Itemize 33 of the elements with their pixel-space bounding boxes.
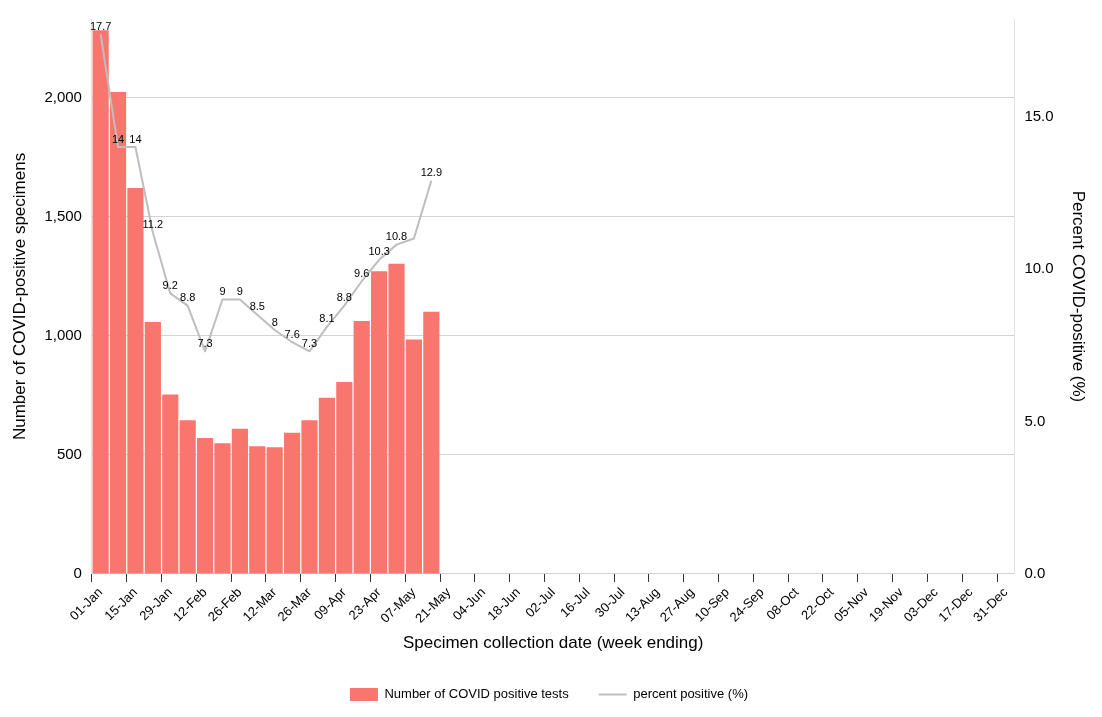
data-label: 14 bbox=[111, 132, 125, 145]
y-tick-label: 0 bbox=[73, 564, 82, 582]
data-label: 8.1 bbox=[319, 312, 335, 325]
y-axis-title: Number of COVID-positive specimens bbox=[9, 152, 29, 441]
data-label: 8.8 bbox=[180, 291, 196, 304]
y2-axis-title: Percent COVID-positive (%) bbox=[1069, 190, 1089, 403]
x-axis-title: Specimen collection date (week ending) bbox=[402, 633, 704, 653]
data-label: 9.6 bbox=[354, 266, 370, 279]
y-tick-label: 2,000 bbox=[44, 87, 82, 105]
data-label: 11.2 bbox=[142, 217, 164, 230]
y2-tick-label: 10.0 bbox=[1024, 259, 1054, 277]
data-label: 7.3 bbox=[301, 336, 318, 349]
data-label: 10.3 bbox=[368, 245, 390, 258]
data-label: 12.9 bbox=[420, 166, 443, 179]
y-tick-label: 1,000 bbox=[44, 325, 82, 343]
y-tick-label: 500 bbox=[56, 444, 82, 462]
data-label: 17.7 bbox=[89, 19, 112, 32]
data-label: 8 bbox=[271, 315, 278, 328]
data-label: 8.5 bbox=[249, 300, 265, 313]
legend-label: Number of COVID positive tests bbox=[384, 686, 570, 702]
data-label: 7.6 bbox=[284, 327, 300, 340]
y2-tick-label: 5.0 bbox=[1024, 411, 1046, 429]
y2-tick-label: 15.0 bbox=[1024, 106, 1054, 124]
data-label: 8.8 bbox=[336, 291, 352, 304]
data-label: 10.8 bbox=[385, 230, 408, 243]
data-label: 9 bbox=[236, 285, 243, 298]
data-label: 9 bbox=[219, 285, 226, 298]
data-label: 7.3 bbox=[197, 336, 213, 349]
y2-tick-label: 0.0 bbox=[1024, 564, 1046, 582]
legend-label: percent positive (%) bbox=[633, 686, 749, 702]
y-tick-label: 1,500 bbox=[44, 206, 82, 224]
data-label: 14 bbox=[129, 132, 142, 145]
data-label: 9.2 bbox=[162, 278, 178, 291]
